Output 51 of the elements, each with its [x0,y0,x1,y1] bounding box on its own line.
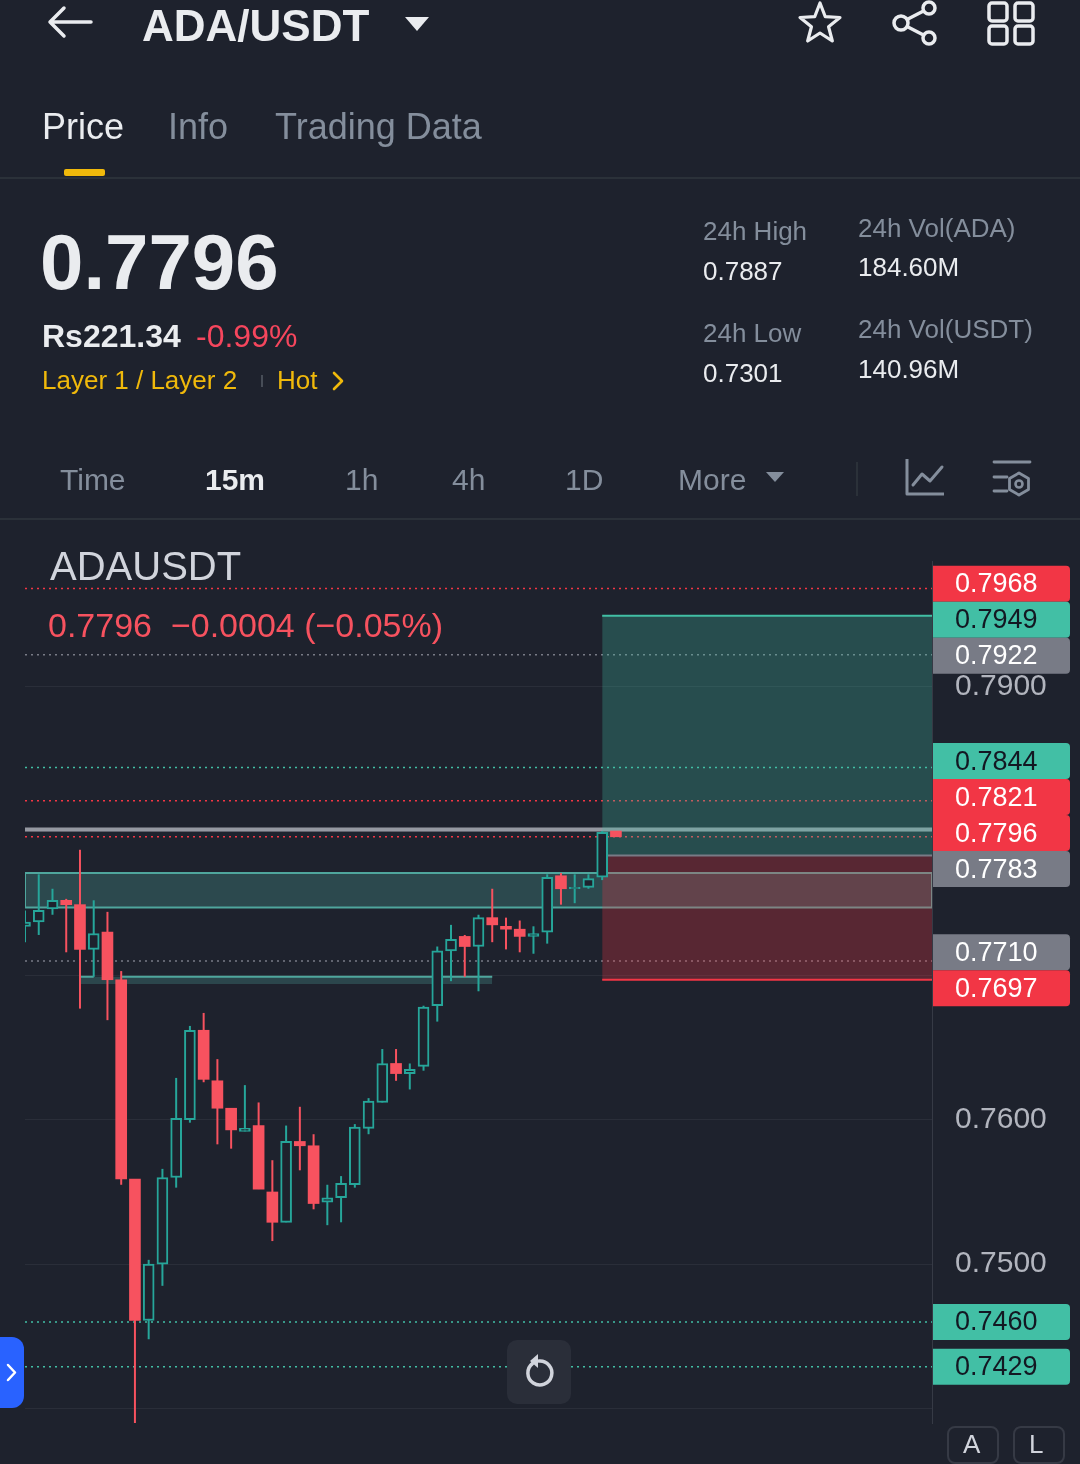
text: 24h Vol(USDT) [858,314,1033,346]
candlestick [32,873,45,936]
text: 1D [565,463,604,498]
text: 1h [345,463,379,498]
ref-line-label: 0.7796 [955,817,1038,848]
candlestick [513,919,526,954]
text: 0.7887 [703,256,783,288]
text: Price [42,105,125,148]
candlestick [225,1107,237,1150]
text: Trading Data [275,105,482,148]
candlestick [390,1048,402,1082]
ref-line-label: 0.7844 [955,745,1038,776]
candlestick [458,933,471,978]
text: 0.7796 [40,218,279,308]
chart-title: ADAUSDT [50,542,242,589]
text: Layer 1 / Layer 2 [42,365,238,397]
candlestick [60,897,73,954]
y-tick-label: 0.7600 [955,1101,1047,1135]
text: 140.96M [858,354,960,386]
y-tick-label: 0.7500 [955,1245,1047,1279]
text: ADA/USDT [142,1,370,52]
text: 24h Vol(ADA) [858,213,1016,245]
candlestick [335,1175,347,1224]
text: 24h High [703,216,808,248]
candlestick [294,1105,306,1172]
candlestick [486,887,499,944]
ref-line-label: 0.7460 [955,1306,1038,1337]
text: Time [60,463,126,498]
text: More [678,463,747,498]
candlestick [500,916,512,951]
ref-line-label: 0.7821 [955,781,1038,812]
candlestick [403,1062,416,1091]
button: L [1013,1426,1065,1464]
text: 0.7301 [703,358,783,390]
text: 24h Low [703,318,802,350]
text: 184.60M [858,252,960,284]
text: 4h [452,463,486,498]
data-label: 0.7949 [955,604,1038,635]
ref-line-label: 0.7429 [955,1351,1038,1382]
ref-line-label: 0.7710 [955,936,1038,967]
text: -0.99% [196,318,298,355]
text: Hot [277,365,318,397]
text: 15m [205,463,266,498]
data-label: 0.7783 [955,853,1038,884]
text: Rs221.34 [42,318,181,355]
text: Info [168,105,229,148]
data-label: 0.7697 [955,972,1038,1003]
ref-line-label: 0.7968 [955,568,1038,599]
text: 0.7796 −0.0004 (−0.05%) [48,605,444,646]
button: A [947,1426,999,1464]
candlestick [555,871,567,906]
